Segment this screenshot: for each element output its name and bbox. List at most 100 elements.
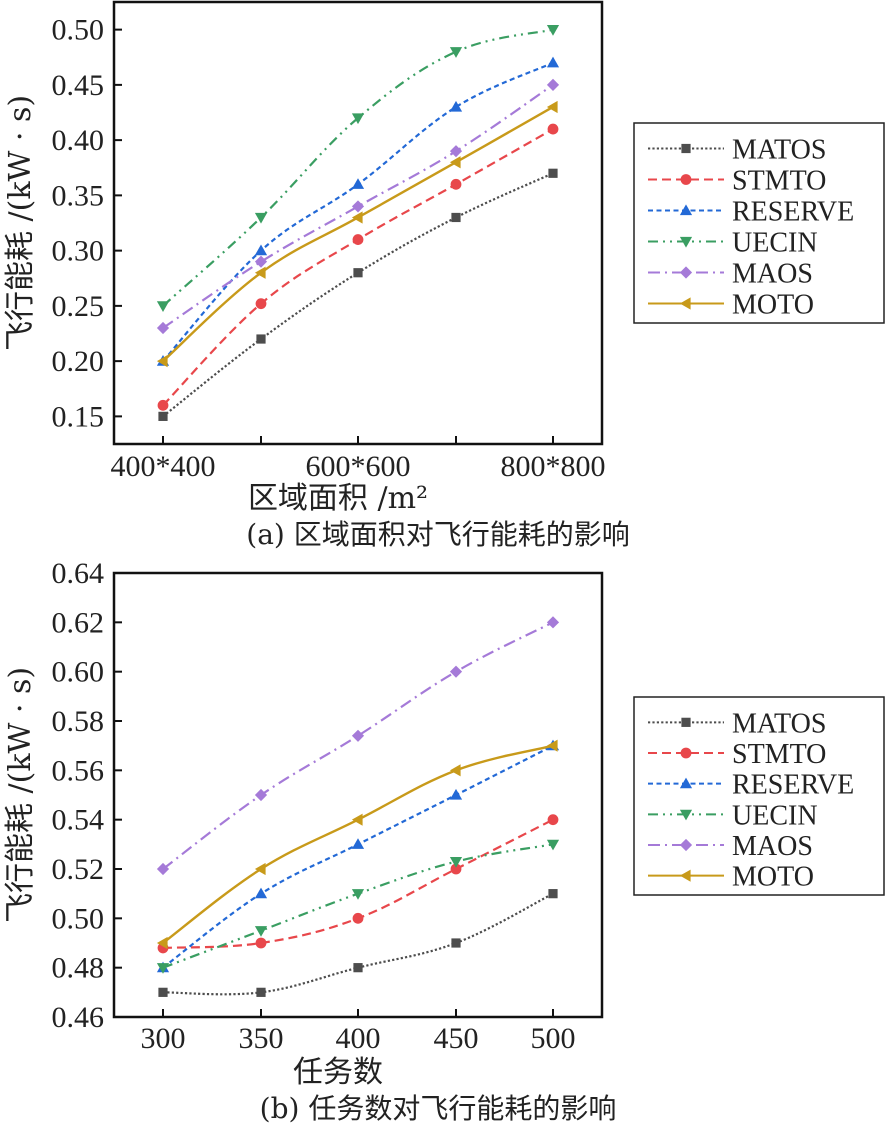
legend-item-maos: MAOS xyxy=(648,259,813,290)
point-moto-4 xyxy=(546,100,558,114)
point-maos-1 xyxy=(254,255,268,268)
legend-label: MATOS xyxy=(732,135,826,166)
point-matos-1 xyxy=(256,334,266,344)
legend-item-stmto: STMTO xyxy=(648,166,826,197)
point-matos-2 xyxy=(353,268,363,278)
point-stmto-4 xyxy=(547,814,559,826)
point-maos-0 xyxy=(156,862,170,876)
y-tick-label: 0.64 xyxy=(52,557,105,590)
line-uecin xyxy=(162,28,554,307)
point-stmto-2 xyxy=(352,234,364,245)
point-matos-2 xyxy=(353,963,363,973)
series-uecin xyxy=(156,25,560,312)
point-matos-4 xyxy=(548,168,558,178)
line-matos xyxy=(162,892,554,996)
legend-label: RESERVE xyxy=(732,197,854,228)
point-maos-1 xyxy=(254,788,268,802)
legend-marker xyxy=(680,747,692,759)
y-tick-label: 0.56 xyxy=(52,754,105,787)
legend-label: MOTO xyxy=(732,290,814,321)
series-uecin xyxy=(156,839,560,974)
plot-frame xyxy=(112,571,604,1019)
series-matos xyxy=(158,889,558,997)
point-moto-2 xyxy=(351,813,363,826)
y-tick-label: 0.60 xyxy=(52,656,105,689)
series-stmto xyxy=(157,123,559,411)
point-uecin-2 xyxy=(351,889,365,900)
y-tick-label: 0.15 xyxy=(52,400,105,433)
legend-label: MAOS xyxy=(732,831,813,862)
x-tick-label: 600*600 xyxy=(306,450,411,483)
y-tick-label: 0.40 xyxy=(52,124,105,157)
point-reserve-1 xyxy=(254,887,268,899)
point-moto-0 xyxy=(156,936,168,950)
legend-label: STMTO xyxy=(732,739,826,770)
line-stmto xyxy=(162,128,554,407)
point-matos-0 xyxy=(158,987,168,997)
legend-marker xyxy=(681,717,691,727)
legend-item-uecin: UECIN xyxy=(648,228,818,259)
point-reserve-4 xyxy=(546,56,560,68)
y-tick-label: 0.50 xyxy=(52,902,105,935)
point-matos-3 xyxy=(451,938,461,948)
legend-item-matos: MATOS xyxy=(648,135,826,166)
legend-item-moto: MOTO xyxy=(648,290,814,321)
legend-marker xyxy=(679,869,691,882)
y-tick-label: 0.48 xyxy=(52,952,105,985)
series-maos xyxy=(156,616,560,876)
series-reserve xyxy=(156,739,560,973)
chart-b: 0.46 0.48 0.50 0.52 0.54 0.56 0.58 0.60 0.62 0.64… xyxy=(3,557,885,1125)
point-moto-2 xyxy=(351,211,363,224)
figure-caption: (a) 区域面积对飞行能耗的影响 xyxy=(246,518,629,551)
point-maos-3 xyxy=(449,145,463,158)
point-reserve-3 xyxy=(449,788,463,800)
legend-item-stmto: STMTO xyxy=(648,739,826,770)
x-tick-label: 400 xyxy=(336,1022,381,1055)
point-moto-3 xyxy=(449,156,461,169)
point-moto-0 xyxy=(156,355,168,368)
legend-label: MAOS xyxy=(732,259,813,290)
legend-marker xyxy=(679,809,693,821)
y-tick-label: 0.45 xyxy=(52,69,105,102)
point-uecin-3 xyxy=(449,857,463,868)
y-tick-label: 0.50 xyxy=(52,14,105,47)
legend-item-matos: MATOS xyxy=(648,708,826,739)
line-reserve xyxy=(162,744,554,969)
point-matos-3 xyxy=(451,212,461,223)
series-matos xyxy=(158,168,558,421)
legend-item-uecin: UECIN xyxy=(648,800,818,831)
x-axis-title: 区域面积 /m² xyxy=(248,481,428,516)
y-tick-label: 0.25 xyxy=(52,290,105,323)
point-uecin-3 xyxy=(449,47,463,58)
point-matos-0 xyxy=(158,411,168,421)
point-reserve-1 xyxy=(254,244,268,256)
point-maos-0 xyxy=(156,321,170,335)
point-stmto-3 xyxy=(450,178,462,190)
y-tick-label: 0.58 xyxy=(52,705,105,738)
point-maos-3 xyxy=(449,665,463,678)
point-maos-4 xyxy=(546,616,560,629)
legend-label: RESERVE xyxy=(732,770,854,801)
legend-label: UECIN xyxy=(732,800,818,831)
legend-label: UECIN xyxy=(732,228,818,259)
point-moto-1 xyxy=(254,862,266,876)
point-matos-4 xyxy=(548,889,558,899)
legend-marker xyxy=(680,174,692,185)
point-stmto-1 xyxy=(255,937,267,949)
legend-marker xyxy=(679,838,693,852)
legend-item-maos: MAOS xyxy=(648,831,813,862)
legend-label: MOTO xyxy=(732,862,814,893)
line-maos xyxy=(162,621,554,870)
legend-marker xyxy=(679,297,691,310)
point-reserve-3 xyxy=(449,100,463,112)
y-tick-label: 0.62 xyxy=(52,606,105,639)
point-reserve-2 xyxy=(351,838,365,849)
point-moto-4 xyxy=(546,739,558,752)
legend-marker xyxy=(679,777,693,789)
point-moto-1 xyxy=(254,266,266,279)
point-maos-4 xyxy=(546,78,560,91)
point-stmto-3 xyxy=(450,863,462,875)
y-tick-label: 0.35 xyxy=(52,179,105,212)
